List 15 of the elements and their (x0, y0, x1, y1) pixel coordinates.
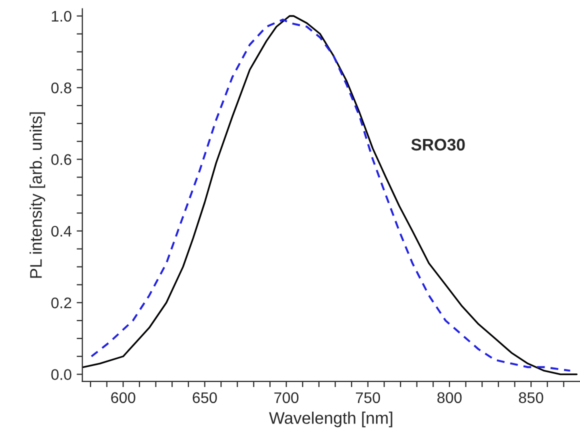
y-axis-title: PL intensity [arb. units] (30, 112, 46, 278)
y-tick-label: 0.8 (51, 82, 72, 94)
y-tick-label: 0.2 (51, 298, 72, 308)
y-tick-label: 0.4 (51, 226, 72, 237)
x-tick-label: 800 (437, 392, 462, 404)
y-tick-label: 0.6 (51, 154, 72, 165)
annotation: SRO30 (411, 138, 465, 151)
x-tick-label: 750 (356, 392, 380, 404)
x-tick-label: 700 (274, 392, 298, 404)
x-tick-label: 600 (111, 392, 136, 404)
x-axis-title: Wavelength [nm] (269, 412, 392, 428)
y-tick-label: 0.0 (51, 369, 72, 380)
x-tick-label: 650 (192, 392, 217, 404)
x-tick-label: 850 (518, 392, 544, 404)
y-tick-label: 1.0 (52, 10, 72, 22)
